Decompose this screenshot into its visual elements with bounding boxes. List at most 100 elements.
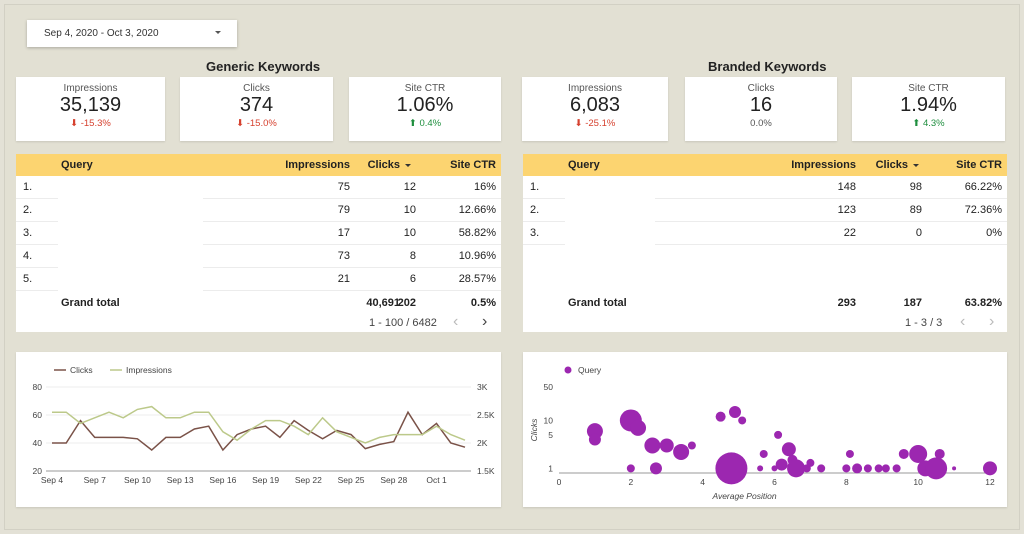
sort-desc-icon <box>405 163 411 167</box>
kpi-label: Clicks <box>747 83 775 94</box>
grand-total-ctr: 63.82% <box>964 297 1002 309</box>
col-header-clicks-label: Clicks <box>367 159 400 171</box>
grand-total-label: Grand total <box>568 297 627 309</box>
kpi-value: 16 <box>749 94 773 116</box>
table-row[interactable]: 1. 148 98 66.22% <box>523 176 1007 199</box>
chevron-right-icon[interactable]: › <box>482 313 488 330</box>
row-index: 3. <box>530 227 540 239</box>
generic-keywords-title: Generic Keywords <box>206 59 321 74</box>
bubble-point <box>757 465 764 472</box>
kpi-value: 1.94% <box>900 94 957 116</box>
date-range-picker[interactable]: Sep 4, 2020 - Oct 3, 2020 <box>27 20 237 47</box>
bubble-point <box>874 464 883 473</box>
x-tick-label: Sep 28 <box>380 475 407 485</box>
bubble-point <box>630 419 647 436</box>
redacted-query-cells <box>565 176 655 245</box>
row-impressions: 73 <box>337 250 350 262</box>
kpi-ctr-branded: Site CTR 1.94% ⬆ 4.3% <box>852 77 1005 141</box>
grand-total-impressions: 40,691 <box>366 297 400 309</box>
row-clicks: 0 <box>915 227 922 239</box>
row-clicks: 12 <box>403 181 416 193</box>
row-index: 1. <box>23 181 33 193</box>
row-impressions: 148 <box>837 181 856 193</box>
bubble-point <box>892 464 901 473</box>
bubble-point <box>806 458 815 467</box>
row-ctr: 12.66% <box>458 204 496 216</box>
row-index: 3. <box>23 227 33 239</box>
x-tick-label: 0 <box>557 477 562 487</box>
bubble-point <box>934 448 945 459</box>
table-row[interactable]: 3. 22 0 0% <box>523 222 1007 245</box>
row-clicks: 98 <box>909 181 922 193</box>
table-row[interactable]: 2. 123 89 72.36% <box>523 199 1007 222</box>
x-tick-label: Sep 4 <box>41 475 63 485</box>
y-tick-label: 50 <box>544 382 554 392</box>
legend-marker-query <box>564 366 572 374</box>
series-line-clicks <box>52 410 466 452</box>
caret-down-icon <box>215 31 221 34</box>
x-tick-label: 4 <box>700 477 705 487</box>
kpi-value: 374 <box>239 94 274 116</box>
bubble-point <box>845 449 854 458</box>
kpi-clicks-generic: Clicks 374 ⬇ -15.0% <box>180 77 333 141</box>
row-index: 2. <box>23 204 33 216</box>
col-header-impressions[interactable]: Impressions <box>285 159 350 171</box>
kpi-label: Site CTR <box>908 83 949 94</box>
y-left-tick-label: 40 <box>33 438 43 448</box>
kpi-value: 35,139 <box>59 94 122 116</box>
bubble-point <box>774 430 783 439</box>
bubble-point <box>787 459 806 478</box>
row-ctr: 10.96% <box>458 250 496 262</box>
x-tick-label: Sep 13 <box>167 475 194 485</box>
col-header-impressions[interactable]: Impressions <box>791 159 856 171</box>
bubble-point <box>715 452 748 485</box>
col-header-query[interactable]: Query <box>568 159 600 171</box>
bubble-point <box>852 463 863 474</box>
x-tick-label: Sep 7 <box>84 475 106 485</box>
table-row[interactable]: 2. 79 10 12.66% <box>16 199 501 222</box>
redacted-query-cells <box>58 176 203 291</box>
row-ctr: 72.36% <box>964 204 1002 216</box>
row-clicks: 6 <box>409 273 416 285</box>
x-tick-label: 6 <box>772 477 777 487</box>
kpi-label: Impressions <box>63 83 118 94</box>
kpi-delta: ⬇ -25.1% <box>574 118 616 129</box>
col-header-ctr[interactable]: Site CTR <box>956 159 1002 171</box>
row-ctr: 58.82% <box>458 227 496 239</box>
row-index: 1. <box>530 181 540 193</box>
y-right-tick-label: 1.5K <box>477 466 495 476</box>
col-header-query[interactable]: Query <box>61 159 93 171</box>
kpi-delta: ⬇ -15.3% <box>70 118 111 129</box>
bubble-point <box>715 411 726 422</box>
kpi-label: Clicks <box>243 83 270 94</box>
row-clicks: 10 <box>403 204 416 216</box>
table-row[interactable]: 4. 73 8 10.96% <box>16 245 501 268</box>
row-index: 2. <box>530 204 540 216</box>
row-clicks: 10 <box>403 227 416 239</box>
grand-total-row: Grand total 40,691 202 0.5% <box>16 292 501 314</box>
chevron-left-icon[interactable]: ‹ <box>960 313 966 330</box>
col-header-ctr[interactable]: Site CTR <box>450 159 496 171</box>
chevron-left-icon[interactable]: ‹ <box>453 313 459 330</box>
table-row[interactable]: 1. 75 12 16% <box>16 176 501 199</box>
bubble-point <box>775 458 788 471</box>
chevron-right-icon[interactable]: › <box>989 313 995 330</box>
col-header-clicks[interactable]: Clicks <box>876 159 919 171</box>
table-row[interactable]: 5. 21 6 28.57% <box>16 268 501 291</box>
kpi-delta: ⬆ 0.4% <box>408 118 442 129</box>
row-impressions: 22 <box>843 227 856 239</box>
row-impressions: 21 <box>337 273 350 285</box>
bubble-point <box>781 442 796 457</box>
row-impressions: 123 <box>837 204 856 216</box>
col-header-clicks-label: Clicks <box>875 159 908 171</box>
y-left-tick-label: 80 <box>33 382 43 392</box>
y-axis-title: Clicks <box>529 418 539 441</box>
row-ctr: 66.22% <box>964 181 1002 193</box>
table-row[interactable]: 3. 17 10 58.82% <box>16 222 501 245</box>
y-tick-label: 10 <box>544 415 554 425</box>
table-header: Query Impressions Clicks Site CTR <box>523 154 1007 176</box>
grand-total-impressions: 293 <box>837 297 856 309</box>
x-tick-label: 8 <box>844 477 849 487</box>
col-header-clicks[interactable]: Clicks <box>368 159 411 171</box>
bubble-point <box>909 444 928 463</box>
